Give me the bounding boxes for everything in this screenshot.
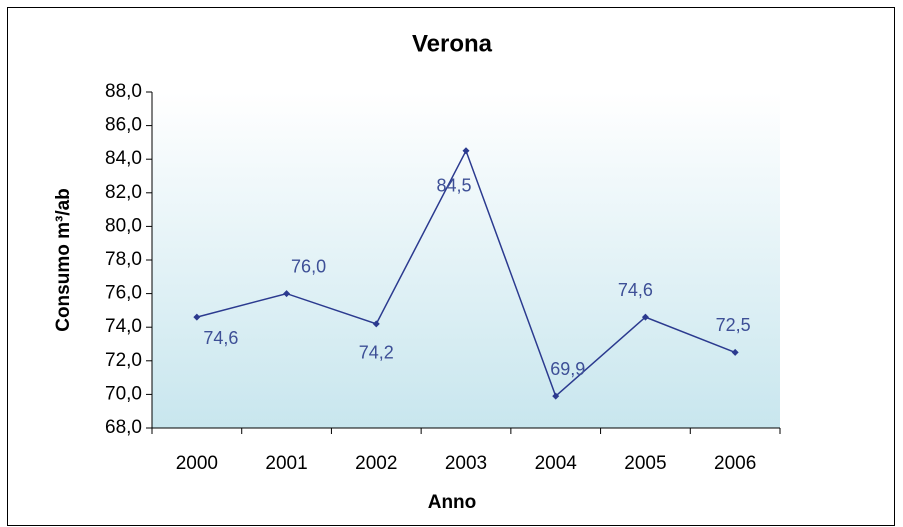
y-tick-label: 88,0 <box>105 81 142 102</box>
data-label: 74,6 <box>203 328 238 348</box>
plot-area <box>152 92 780 428</box>
point <box>462 147 470 155</box>
y-tick-label: 82,0 <box>105 182 142 203</box>
chart-title: Verona <box>412 30 493 57</box>
point <box>641 313 649 321</box>
data-label: 74,6 <box>618 280 653 300</box>
y-tick-label: 78,0 <box>105 249 142 270</box>
x-tick-label: 2001 <box>265 453 307 474</box>
y-tick-label: 72,0 <box>105 350 142 371</box>
point <box>552 392 560 400</box>
y-tick-label: 74,0 <box>105 316 142 337</box>
x-tick-label: 2000 <box>176 453 218 474</box>
point <box>193 313 201 321</box>
y-tick-label: 70,0 <box>105 383 142 404</box>
point <box>283 290 291 298</box>
data-label: 84,5 <box>436 176 471 196</box>
x-tick-label: 2004 <box>535 453 578 474</box>
x-tick-label: 2005 <box>624 453 666 474</box>
y-tick-label: 80,0 <box>105 215 142 236</box>
data-label: 72,5 <box>716 315 751 335</box>
y-axis-label: Consumo m³/ab <box>53 188 74 332</box>
y-tick-label: 68,0 <box>105 417 142 438</box>
x-tick-label: 2003 <box>445 453 487 474</box>
x-tick-label: 2002 <box>355 453 397 474</box>
y-tick-label: 76,0 <box>105 283 142 304</box>
data-label: 69,9 <box>550 359 585 379</box>
y-tick-label: 86,0 <box>105 115 142 136</box>
point <box>372 320 380 328</box>
x-axis-label: Anno <box>428 492 477 513</box>
x-tick-label: 2006 <box>714 453 756 474</box>
point <box>731 348 739 356</box>
data-label: 74,2 <box>359 343 394 363</box>
data-label: 76,0 <box>291 256 326 276</box>
y-tick-label: 84,0 <box>105 148 142 169</box>
